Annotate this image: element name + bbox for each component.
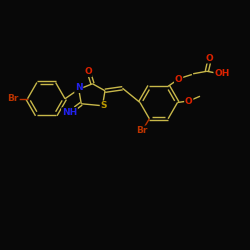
Text: OH: OH [214, 69, 230, 78]
Text: NH: NH [62, 108, 77, 117]
Text: Br: Br [8, 94, 19, 103]
Text: O: O [84, 67, 92, 76]
Text: O: O [185, 97, 192, 106]
Text: S: S [100, 101, 107, 110]
Text: O: O [175, 75, 182, 84]
Text: N: N [75, 83, 82, 92]
Text: Br: Br [136, 126, 147, 135]
Text: O: O [206, 54, 213, 63]
